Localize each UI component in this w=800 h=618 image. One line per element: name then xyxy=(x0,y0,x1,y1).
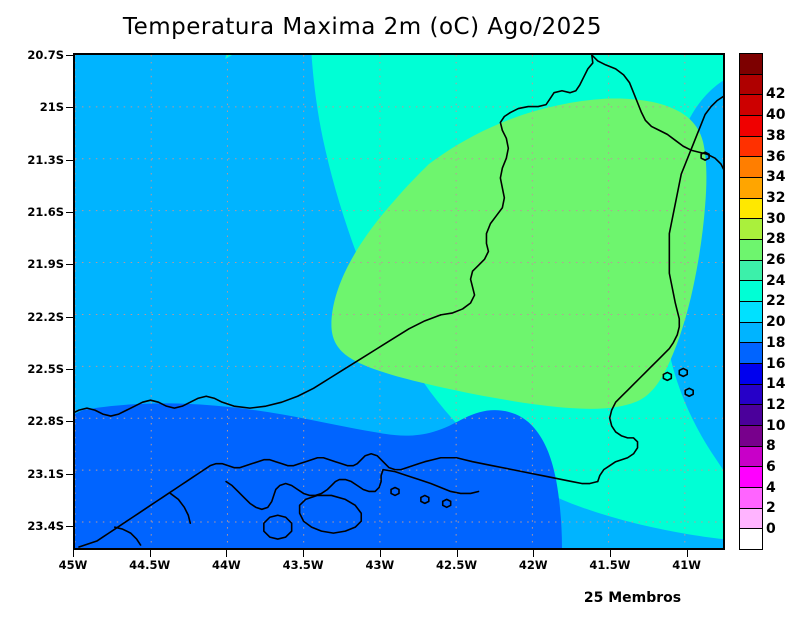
colorbar-band xyxy=(740,54,762,75)
colorbar-label: 12 xyxy=(766,396,786,413)
colorbar-band xyxy=(740,446,762,468)
colorbar-label: 4 xyxy=(766,479,776,496)
colorbar-band xyxy=(740,116,762,137)
ytick-label: 21.9S xyxy=(27,257,64,272)
ytick-label: 21S xyxy=(39,100,64,115)
colorbar-label: 40 xyxy=(766,107,786,124)
contour-band-20-22 xyxy=(75,403,562,548)
colorbar-label: 18 xyxy=(766,334,786,351)
colorbar-label: 16 xyxy=(766,355,786,372)
colorbar-label: 8 xyxy=(766,438,776,455)
colorbar-band xyxy=(740,281,762,303)
colorbar-band xyxy=(740,95,762,117)
xtick-label: 42W xyxy=(518,558,548,572)
colorbar-band xyxy=(740,322,762,344)
xtick-label: 41.5W xyxy=(589,558,631,572)
ytick-label: 20.7S xyxy=(27,48,64,62)
colorbar-band xyxy=(740,136,762,158)
ytick-label: 22.2S xyxy=(27,309,64,324)
ytick-label: 23.4S xyxy=(27,518,64,533)
xtick-label: 41W xyxy=(672,558,701,572)
colorbar-band xyxy=(740,364,762,385)
colorbar-label: 14 xyxy=(766,376,786,393)
y-axis-ticks xyxy=(0,53,80,550)
xtick-label: 43W xyxy=(365,558,395,572)
ytick-label: 22.8S xyxy=(27,414,64,429)
colorbar-label: 10 xyxy=(766,417,786,434)
colorbar-label: 42 xyxy=(766,86,786,103)
colorbar-band xyxy=(740,529,762,550)
xtick-label: 43.5W xyxy=(282,558,324,572)
colorbar-band xyxy=(740,384,762,406)
page-title: Temperatura Maxima 2m (oC) Ago/2025 xyxy=(122,14,603,40)
y-axis-labels: 20.7S 21S 21.3S 21.6S 21.9S 22.2S 22.5S … xyxy=(0,48,64,550)
coastline-and-borders xyxy=(75,55,723,548)
x-axis-labels: 45W 44.5W 44W 43.5W 43W 42.5W 42W 41.5W … xyxy=(0,558,800,578)
colorbar-label: 24 xyxy=(766,272,786,289)
xtick-label: 44W xyxy=(212,558,241,572)
xtick-label: 42.5W xyxy=(435,558,478,572)
colorbar-band xyxy=(740,260,762,282)
colorbar-label: 38 xyxy=(766,127,786,144)
colorbar-labels: 42 40 38 36 34 32 30 28 26 24 22 20 18 1… xyxy=(766,53,800,550)
colorbar-band xyxy=(740,405,762,427)
contour-map xyxy=(75,55,723,548)
colorbar-band xyxy=(740,157,762,179)
colorbar-band xyxy=(740,302,762,323)
colorbar-band xyxy=(740,198,762,220)
colorbar-band xyxy=(740,74,762,96)
ytick-label: 22.5S xyxy=(27,361,64,376)
map-plot-area[interactable] xyxy=(73,53,725,550)
colorbar-label: 2 xyxy=(766,500,776,517)
colorbar-band xyxy=(740,488,762,509)
colorbar-band xyxy=(740,467,762,489)
colorbar-label: 28 xyxy=(766,231,786,248)
colorbar-band xyxy=(740,178,762,199)
colorbar-label: 26 xyxy=(766,252,786,268)
ytick-label: 23.1S xyxy=(27,466,64,481)
contour-band-26-28 xyxy=(331,98,707,409)
colorbar-label: 34 xyxy=(766,169,786,186)
colorbar-label: 6 xyxy=(766,459,776,475)
colorbar xyxy=(739,53,763,550)
colorbar-band xyxy=(740,426,762,447)
xtick-label: 45W xyxy=(58,558,88,572)
colorbar-label: 20 xyxy=(766,314,786,331)
colorbar-label: 30 xyxy=(766,210,786,227)
colorbar-band xyxy=(740,343,762,365)
ensemble-members-note: 25 Membros xyxy=(583,590,682,606)
colorbar-band xyxy=(740,508,762,530)
colorbar-band xyxy=(740,240,762,261)
ytick-label: 21.6S xyxy=(27,204,64,219)
colorbar-label: 22 xyxy=(766,293,786,310)
colorbar-label: 36 xyxy=(766,148,786,165)
colorbar-band xyxy=(740,219,762,241)
ytick-label: 21.3S xyxy=(27,152,64,167)
colorbar-label: 32 xyxy=(766,189,786,206)
xtick-label: 44.5W xyxy=(129,558,171,572)
colorbar-label: 0 xyxy=(766,521,776,538)
